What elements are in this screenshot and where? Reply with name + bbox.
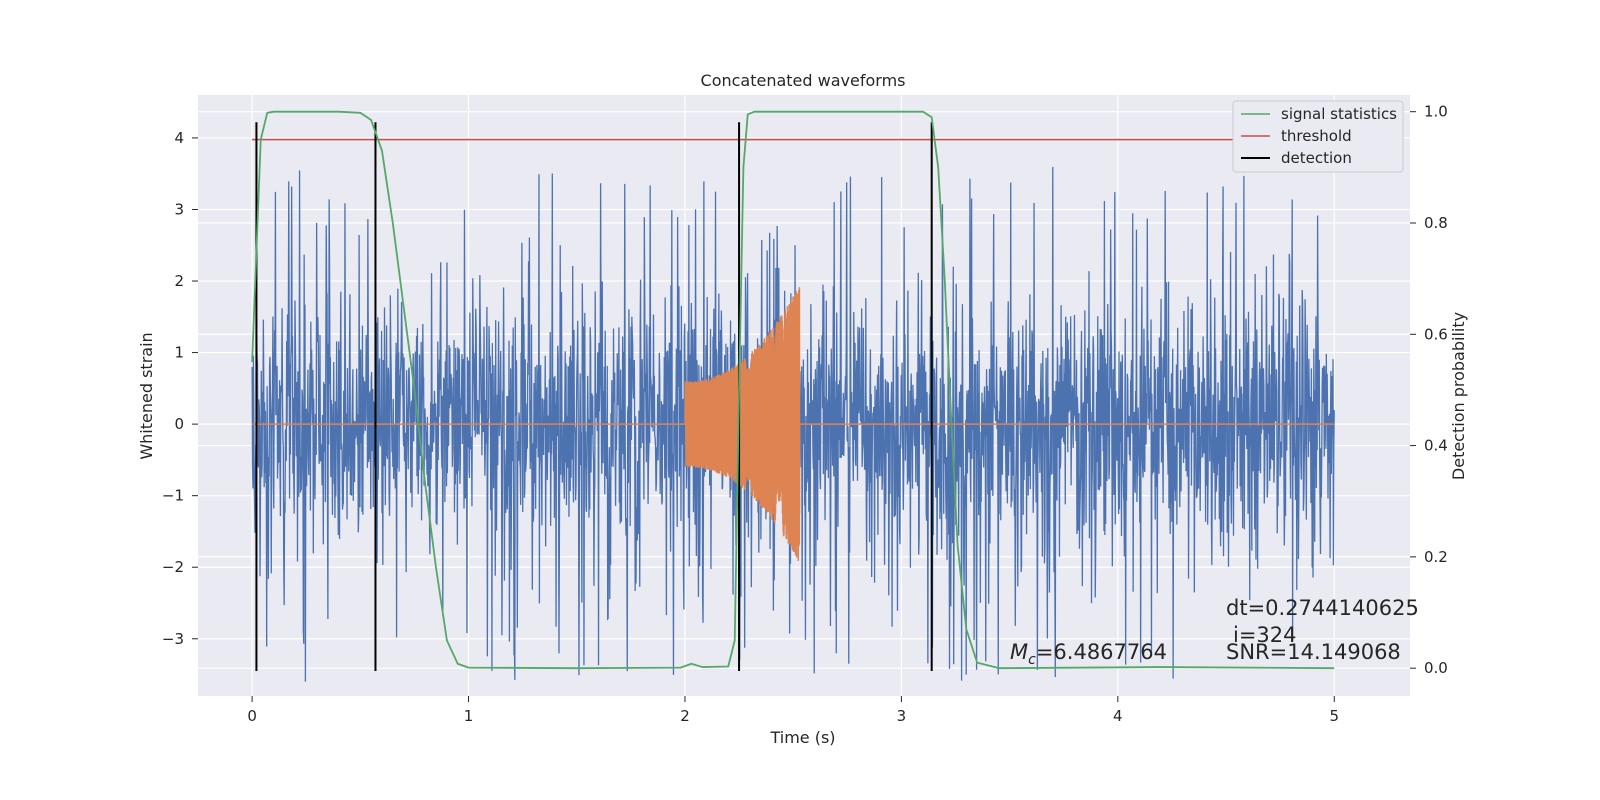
chirp-mass-value: =6.4867764 [1036,640,1167,664]
y-tick-label: 0 [174,415,184,433]
y2-axis-label: Detection probability [1449,312,1468,480]
y2-tick-label: 0.8 [1424,214,1448,232]
y-tick-label: 1 [174,344,184,362]
legend-label-threshold: threshold [1281,127,1352,145]
annotation-chirp-mass: Mc=6.4867764 [1010,640,1167,668]
chirp-mass-subscript: c [1028,652,1036,668]
annotations: dt=0.2744140625 i=324 SNR=14.149068 Mc=6… [1010,596,1419,668]
x-tick-label: 5 [1329,707,1339,725]
y-tick-label: 4 [174,129,184,147]
y-tick-label: 3 [174,200,184,218]
y2-tick-label: 1.0 [1424,103,1448,121]
y-tick-label: −3 [162,630,184,648]
y2-tick-label: 0.0 [1424,659,1448,677]
annotation-snr: SNR=14.149068 [1226,640,1401,664]
y-tick-label: 2 [174,272,184,290]
chirp-mass-symbol: M [1010,640,1028,664]
signal-statistics-series [251,110,1335,670]
legend-label-signal-statistics: signal statistics [1281,105,1397,123]
x-axis-label: Time (s) [769,728,835,747]
annotation-index: i=324 [1233,623,1297,647]
legend-box [1232,100,1404,173]
x-tick-label: 4 [1113,707,1123,725]
x-tick-label: 3 [897,707,907,725]
signal-statistics-line [251,110,1335,670]
x-tick-label: 2 [680,707,690,725]
chirp-line [252,287,1335,561]
chart-title: Concatenated waveforms [701,71,906,90]
y-axis-label: Whitened strain [137,332,156,459]
x-tick-label: 1 [464,707,474,725]
axes: 0 1 2 3 4 5 −3 −2 −1 0 1 2 3 4 0.0 0.2 0.4 0.6 0.8 1.0 [162,103,1448,725]
chirp-series [252,287,1335,561]
legend: signal statistics threshold detection [1232,100,1404,173]
y2-tick-label: 0.2 [1424,548,1448,566]
y2-tick-label: 0.4 [1424,437,1448,455]
y2-tick-label: 0.6 [1424,325,1448,343]
y-tick-label: −1 [162,487,184,505]
x-tick-label: 0 [247,707,257,725]
legend-label-detection: detection [1281,149,1352,167]
y-tick-label: −2 [162,558,184,576]
annotation-dt: dt=0.2744140625 [1226,596,1419,620]
